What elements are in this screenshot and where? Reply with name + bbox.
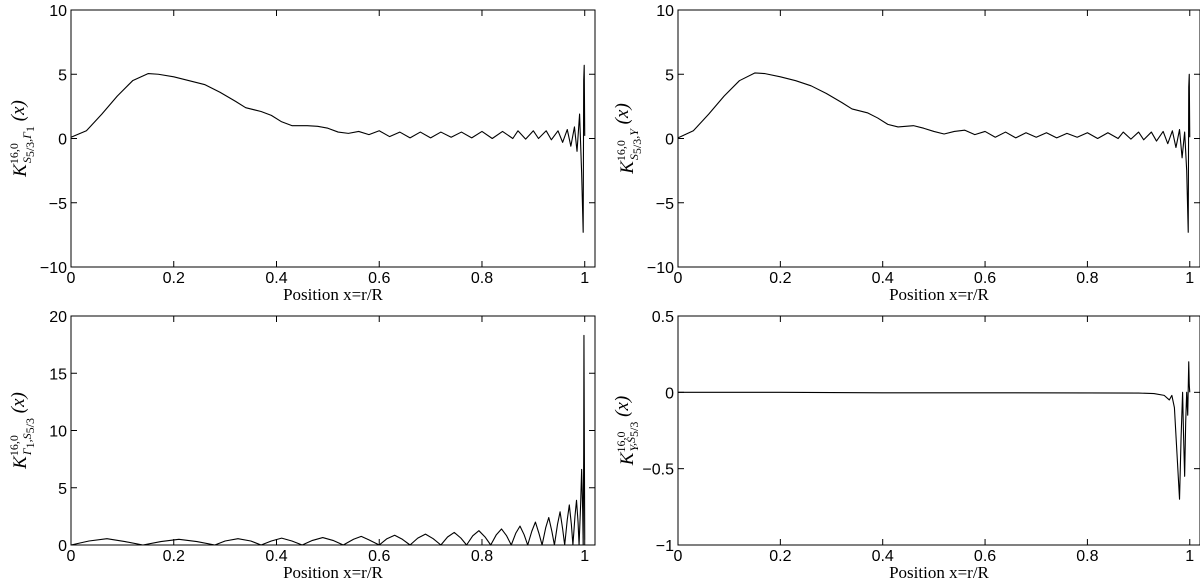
x-tick-label: 0.8 — [471, 548, 493, 565]
x-tick-label: 0.6 — [974, 270, 996, 287]
y-tick-label: −0.5 — [642, 462, 674, 479]
chart-panel-bottom-right: 0 0.2 0.4 0.6 0.8 1 −1 −0.5 0 0.5 Position x=r/R K1… — [612, 309, 1200, 582]
kernel-curve-top-left — [70, 64, 586, 233]
x-tick-label: 0 — [67, 548, 76, 565]
y-tick-label: 10 — [49, 424, 67, 441]
x-tick-label: 0.8 — [1076, 270, 1098, 287]
kernel-curve-top-right — [677, 72, 1191, 233]
x-tick-label: 0 — [674, 270, 683, 287]
x-tick-label: 0.6 — [974, 548, 996, 565]
y-tick-label: 20 — [49, 309, 67, 326]
x-axis-title: Position x=r/R — [283, 285, 383, 304]
x-tick-label: 0.4 — [872, 270, 894, 287]
y-tick-label: 0.5 — [652, 309, 674, 326]
y-tick-label: 10 — [656, 3, 674, 20]
plot-frame — [70, 9, 596, 268]
x-tick-label: 0.8 — [471, 270, 493, 287]
y-tick-label: 0 — [58, 132, 67, 149]
x-tick-label: 1 — [1185, 548, 1194, 565]
x-tick-label: 0.4 — [265, 548, 287, 565]
plot-frame — [677, 315, 1200, 546]
x-tick-label: 1 — [580, 548, 589, 565]
chart-panel-top-right: 0 0.2 0.4 0.6 0.8 1 −10 −5 0 5 10 Position x=r/R K16… — [612, 3, 1200, 304]
kernel-curve-bottom-left — [70, 334, 586, 546]
x-axis-title: Position x=r/R — [889, 563, 989, 582]
y-axis-title: K16,0Γ1,S5/3 (x) — [7, 392, 37, 470]
x-tick-label: 0.2 — [769, 548, 791, 565]
y-tick-label: 10 — [49, 3, 67, 20]
x-tick-label: 0 — [67, 270, 76, 287]
x-tick-label: 0 — [674, 548, 683, 565]
plot-frame — [70, 315, 596, 546]
plot-frame — [677, 9, 1200, 268]
y-tick-label: 0 — [665, 385, 674, 402]
x-tick-label: 0.4 — [872, 548, 894, 565]
x-tick-label: 0.6 — [368, 548, 390, 565]
y-tick-label: −10 — [647, 260, 674, 277]
x-tick-label: 0.8 — [1076, 548, 1098, 565]
y-tick-label: 5 — [58, 67, 67, 84]
x-axis-title: Position x=r/R — [283, 563, 383, 582]
x-tick-label: 0.2 — [163, 548, 185, 565]
x-tick-label: 0.6 — [368, 270, 390, 287]
x-tick-label: 1 — [580, 270, 589, 287]
x-tick-label: 1 — [1185, 270, 1194, 287]
y-tick-label: 5 — [58, 481, 67, 498]
x-tick-label: 0.2 — [769, 270, 791, 287]
y-axis-title: K16,0S5/3,Y (x) — [612, 103, 644, 175]
y-tick-label: −1 — [656, 538, 674, 555]
y-axis-title: K16,0S5/3,Γ1 (x) — [7, 100, 37, 178]
x-axis-title: Position x=r/R — [889, 285, 989, 304]
kernel-curve-bottom-right — [678, 361, 1191, 500]
y-tick-label: −5 — [656, 196, 674, 213]
y-tick-label: 0 — [58, 538, 67, 555]
y-tick-label: 5 — [665, 67, 674, 84]
y-tick-label: 15 — [49, 366, 67, 383]
y-axis-title: K16,0Y,S5/3 (x) — [612, 396, 641, 466]
chart-panel-top-left: 0 0.2 0.4 0.6 0.8 1 −10 −5 0 5 10 Position x=r/R K16… — [7, 3, 596, 304]
y-tick-label: 0 — [665, 132, 674, 149]
x-tick-label: 0.2 — [163, 270, 185, 287]
y-tick-label: −10 — [40, 260, 67, 277]
y-tick-label: −5 — [49, 196, 67, 213]
x-tick-label: 0.4 — [265, 270, 287, 287]
